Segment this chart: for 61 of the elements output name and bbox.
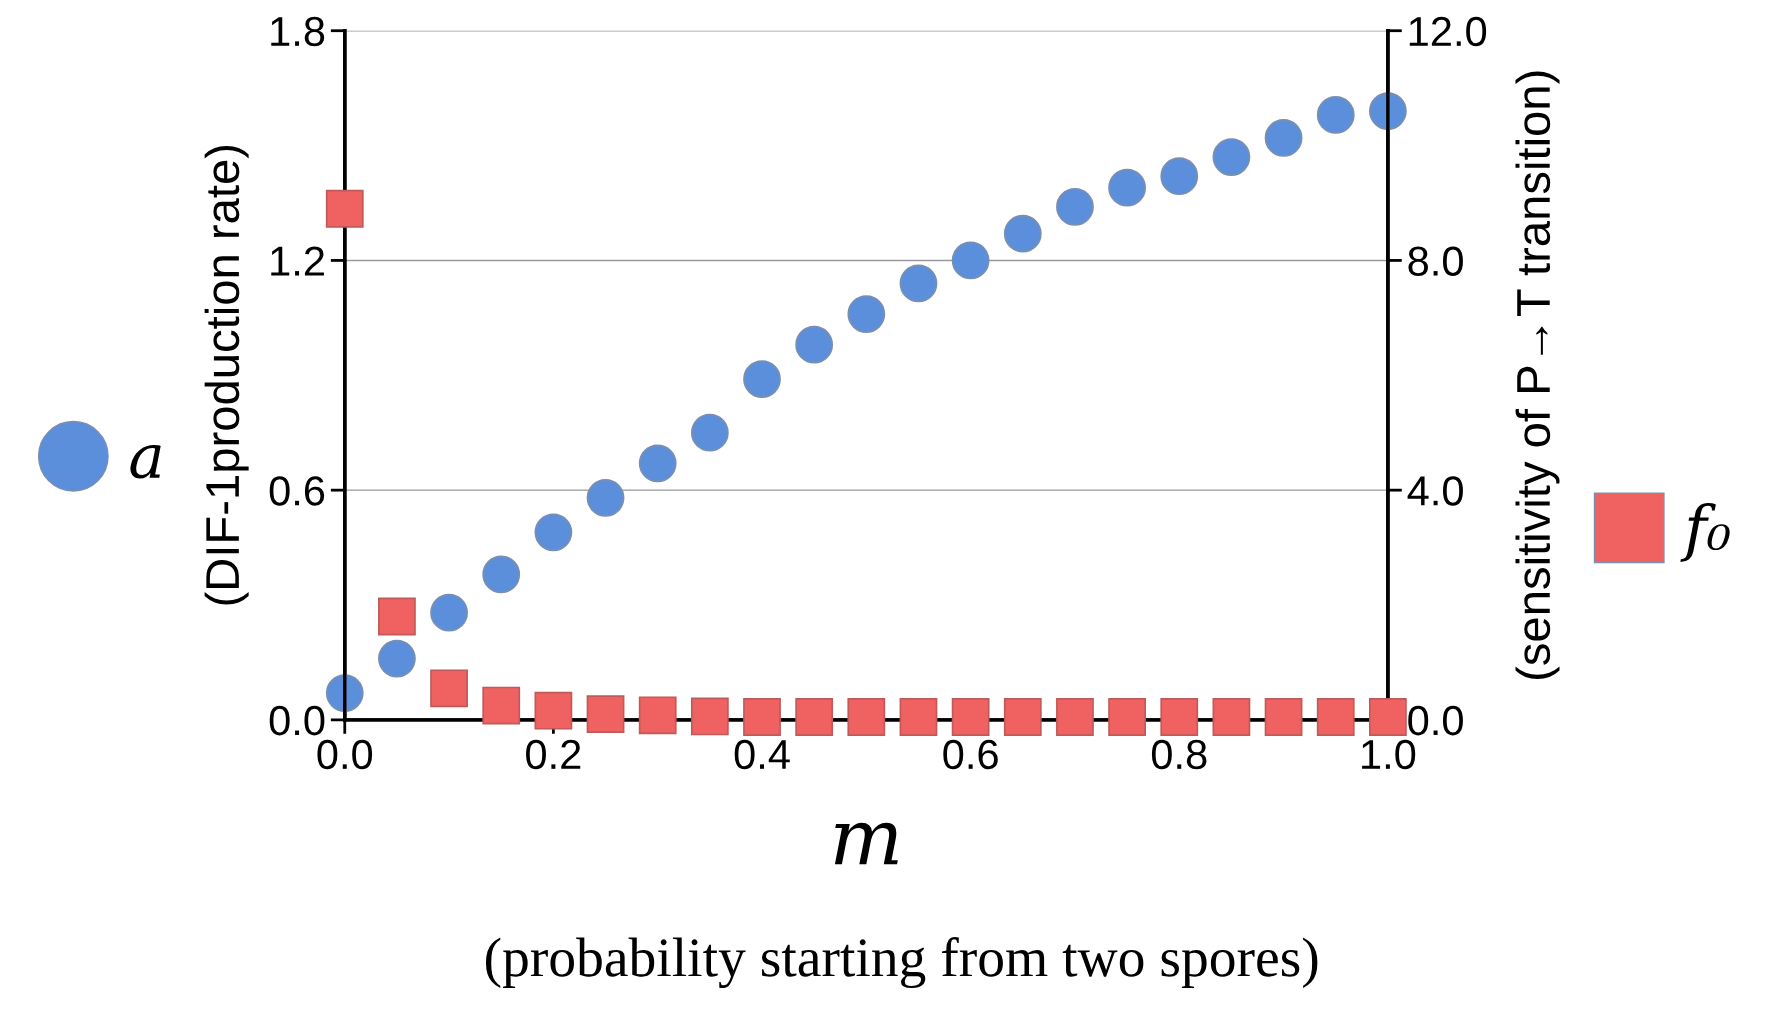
x-axis-title: m bbox=[834, 822, 898, 865]
point bbox=[430, 593, 468, 632]
point bbox=[743, 698, 781, 736]
point bbox=[690, 413, 729, 452]
point bbox=[534, 691, 573, 730]
point bbox=[378, 639, 416, 678]
point bbox=[325, 189, 364, 228]
y2-tick-label: 8.0 bbox=[1408, 246, 1463, 276]
point bbox=[951, 241, 990, 280]
point bbox=[482, 686, 521, 725]
point bbox=[743, 360, 781, 399]
legend-label: a bbox=[130, 445, 161, 479]
x-tick-label: 0.4 bbox=[734, 739, 790, 770]
point bbox=[795, 325, 834, 364]
point bbox=[899, 264, 938, 303]
x-tick-label: 1.0 bbox=[1362, 739, 1416, 770]
point bbox=[1316, 96, 1355, 134]
x-tick-label: 0.0 bbox=[317, 739, 373, 770]
y-tick-label: 0.6 bbox=[269, 476, 325, 506]
point bbox=[325, 674, 364, 712]
y-axis-title: (DIF-1production rate) bbox=[204, 145, 249, 605]
point bbox=[1108, 168, 1146, 207]
point bbox=[1056, 698, 1094, 736]
point bbox=[482, 555, 521, 594]
x-tick-label: 0.2 bbox=[526, 739, 581, 770]
y2-tick-label: 0.0 bbox=[1408, 705, 1463, 736]
y2-axis-title: (sensitivity of P→T transition) bbox=[1515, 71, 1560, 679]
point bbox=[1003, 698, 1042, 736]
point bbox=[1003, 214, 1042, 253]
point bbox=[638, 444, 677, 483]
point bbox=[1212, 698, 1251, 736]
point bbox=[951, 698, 990, 736]
text: (probability starting from two spores) bbox=[485, 937, 1318, 989]
point bbox=[1160, 157, 1199, 196]
y2-tick-label: 12.0 bbox=[1409, 16, 1487, 47]
point bbox=[638, 696, 677, 735]
point bbox=[586, 478, 625, 517]
point bbox=[1108, 698, 1146, 736]
point bbox=[1264, 698, 1303, 736]
x-tick-label: 0.6 bbox=[943, 739, 998, 770]
point bbox=[690, 697, 729, 736]
y-tick-label: 1.2 bbox=[271, 246, 324, 276]
point bbox=[586, 695, 625, 734]
point bbox=[1212, 138, 1251, 176]
point bbox=[378, 597, 416, 636]
y2-tick-label: 4.0 bbox=[1407, 476, 1463, 506]
point bbox=[534, 513, 573, 552]
legend-label: f₀ bbox=[1680, 502, 1730, 563]
point bbox=[1160, 698, 1199, 736]
point bbox=[847, 295, 886, 333]
x-tick-label: 0.8 bbox=[1151, 739, 1207, 770]
point bbox=[795, 698, 834, 736]
point bbox=[1368, 698, 1407, 736]
point bbox=[430, 669, 468, 708]
point bbox=[847, 698, 886, 736]
point bbox=[1264, 119, 1303, 157]
point bbox=[1056, 187, 1094, 226]
y-tick-label: 1.8 bbox=[271, 16, 325, 47]
point bbox=[1316, 698, 1355, 736]
y-tick-label: 0.0 bbox=[269, 705, 325, 736]
point bbox=[899, 698, 938, 736]
